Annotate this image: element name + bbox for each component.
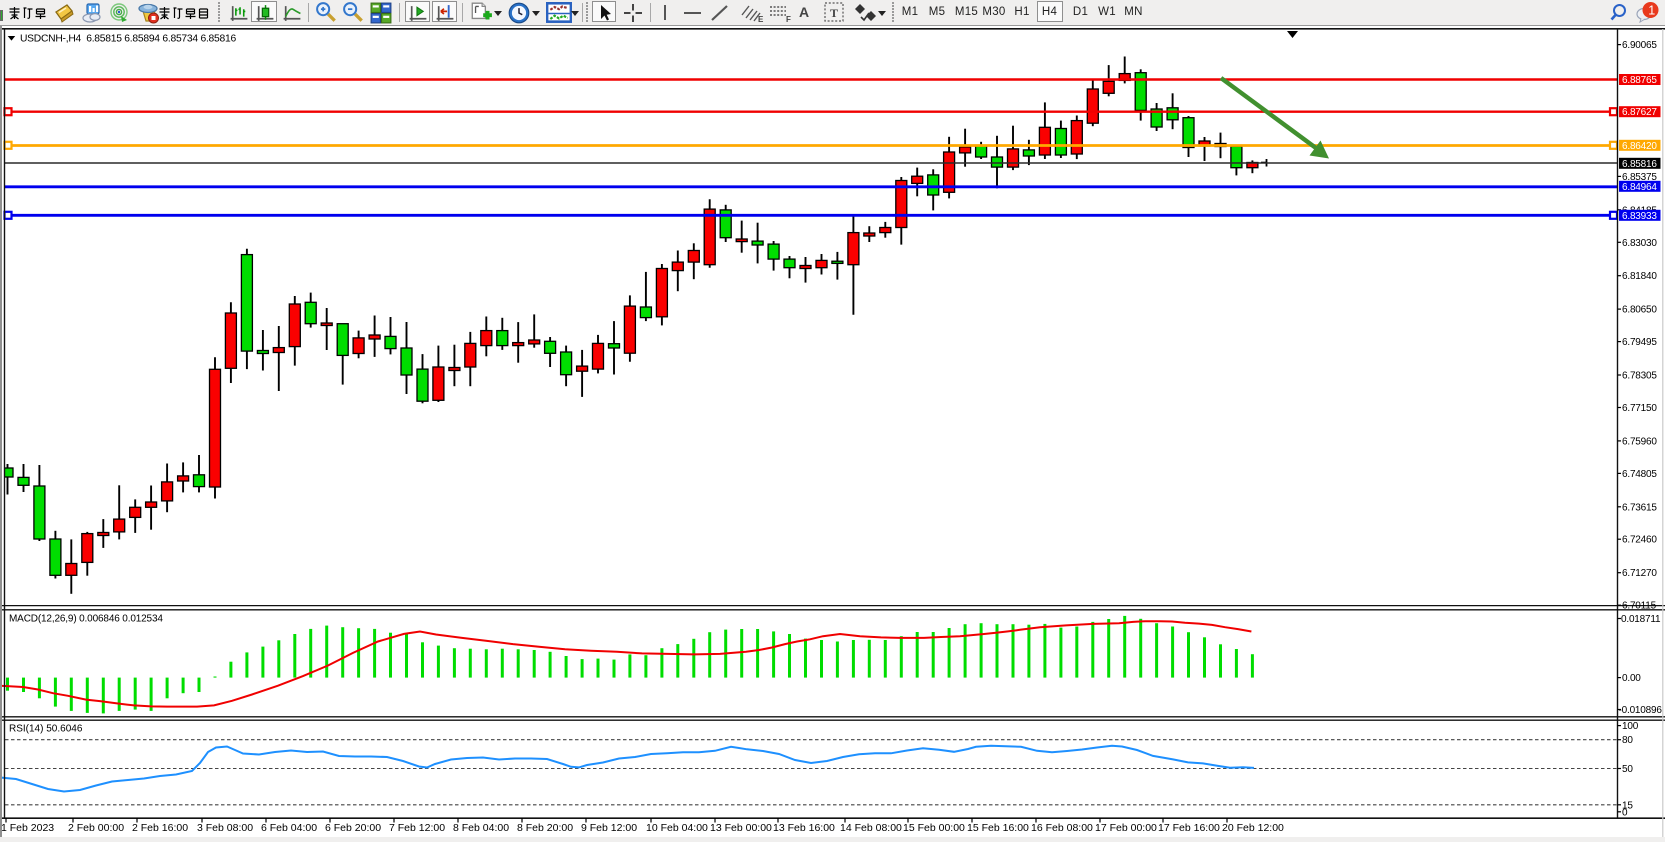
svg-text:2 Feb 16:00: 2 Feb 16:00 <box>132 822 188 834</box>
svg-text:8 Feb 04:00: 8 Feb 04:00 <box>453 822 509 834</box>
svg-text:0: 0 <box>1622 807 1628 818</box>
svg-text:15 Feb 16:00: 15 Feb 16:00 <box>967 822 1029 834</box>
svg-text:6 Feb 20:00: 6 Feb 20:00 <box>325 822 381 834</box>
svg-text:10 Feb 04:00: 10 Feb 04:00 <box>646 822 708 834</box>
svg-text:-0.010896: -0.010896 <box>1619 705 1663 716</box>
svg-text:6.79495: 6.79495 <box>1622 337 1657 348</box>
svg-text:13 Feb 00:00: 13 Feb 00:00 <box>710 822 772 834</box>
svg-text:2 Feb 00:00: 2 Feb 00:00 <box>68 822 124 834</box>
svg-text:1 Feb 2023: 1 Feb 2023 <box>1 822 54 834</box>
svg-text:6.75960: 6.75960 <box>1622 436 1657 447</box>
svg-text:20 Feb 12:00: 20 Feb 12:00 <box>1222 822 1284 834</box>
svg-text:6.81840: 6.81840 <box>1622 271 1657 282</box>
svg-text:6.83030: 6.83030 <box>1622 238 1657 249</box>
svg-text:0.00: 0.00 <box>1622 673 1641 684</box>
svg-text:7 Feb 12:00: 7 Feb 12:00 <box>389 822 445 834</box>
svg-text:6.74805: 6.74805 <box>1622 469 1657 480</box>
svg-text:6.85375: 6.85375 <box>1622 172 1657 183</box>
svg-text:6.90065: 6.90065 <box>1622 40 1657 51</box>
svg-text:6.83933: 6.83933 <box>1622 211 1657 222</box>
svg-text:15: 15 <box>1622 800 1633 811</box>
svg-text:6.88765: 6.88765 <box>1622 75 1657 86</box>
svg-text:14 Feb 08:00: 14 Feb 08:00 <box>840 822 902 834</box>
svg-text:6.86420: 6.86420 <box>1622 141 1657 152</box>
svg-text:3 Feb 08:00: 3 Feb 08:00 <box>197 822 253 834</box>
svg-text:E: E <box>758 15 764 24</box>
svg-text:USDCNH-,H4 6.85815 6.85894 6.: USDCNH-,H4 6.85815 6.85894 6.85734 6.858… <box>20 34 236 45</box>
svg-text:80: 80 <box>1622 735 1633 746</box>
svg-text:6.72460: 6.72460 <box>1622 535 1657 546</box>
svg-text:6.87627: 6.87627 <box>1622 107 1657 118</box>
svg-text:100: 100 <box>1622 721 1639 732</box>
svg-text:6.71270: 6.71270 <box>1622 568 1657 579</box>
svg-text:15 Feb 00:00: 15 Feb 00:00 <box>903 822 965 834</box>
svg-text:MACD(12,26,9) 0.006846 0.01253: MACD(12,26,9) 0.006846 0.012534 <box>9 614 163 625</box>
svg-text:8 Feb 20:00: 8 Feb 20:00 <box>517 822 573 834</box>
svg-text:6.77150: 6.77150 <box>1622 403 1657 414</box>
svg-text:50: 50 <box>1622 764 1633 775</box>
svg-text:F: F <box>786 15 791 24</box>
svg-text:1: 1 <box>1648 4 1655 18</box>
svg-text:13 Feb 16:00: 13 Feb 16:00 <box>773 822 835 834</box>
svg-text:6.73615: 6.73615 <box>1622 502 1657 513</box>
svg-text:6.78305: 6.78305 <box>1622 371 1657 382</box>
svg-text:6 Feb 04:00: 6 Feb 04:00 <box>261 822 317 834</box>
svg-text:T: T <box>830 6 838 20</box>
svg-text:9 Feb 12:00: 9 Feb 12:00 <box>581 822 637 834</box>
svg-text:6.70115: 6.70115 <box>1622 601 1657 612</box>
svg-text:6.80650: 6.80650 <box>1622 305 1657 316</box>
svg-text:17 Feb 16:00: 17 Feb 16:00 <box>1158 822 1220 834</box>
svg-text:16 Feb 08:00: 16 Feb 08:00 <box>1031 822 1093 834</box>
svg-text:17 Feb 00:00: 17 Feb 00:00 <box>1095 822 1157 834</box>
svg-text:6.85816: 6.85816 <box>1622 159 1657 170</box>
svg-text:RSI(14) 50.6046: RSI(14) 50.6046 <box>9 724 83 735</box>
svg-text:0.018711: 0.018711 <box>1621 614 1661 625</box>
svg-text:6.84964: 6.84964 <box>1622 182 1657 193</box>
